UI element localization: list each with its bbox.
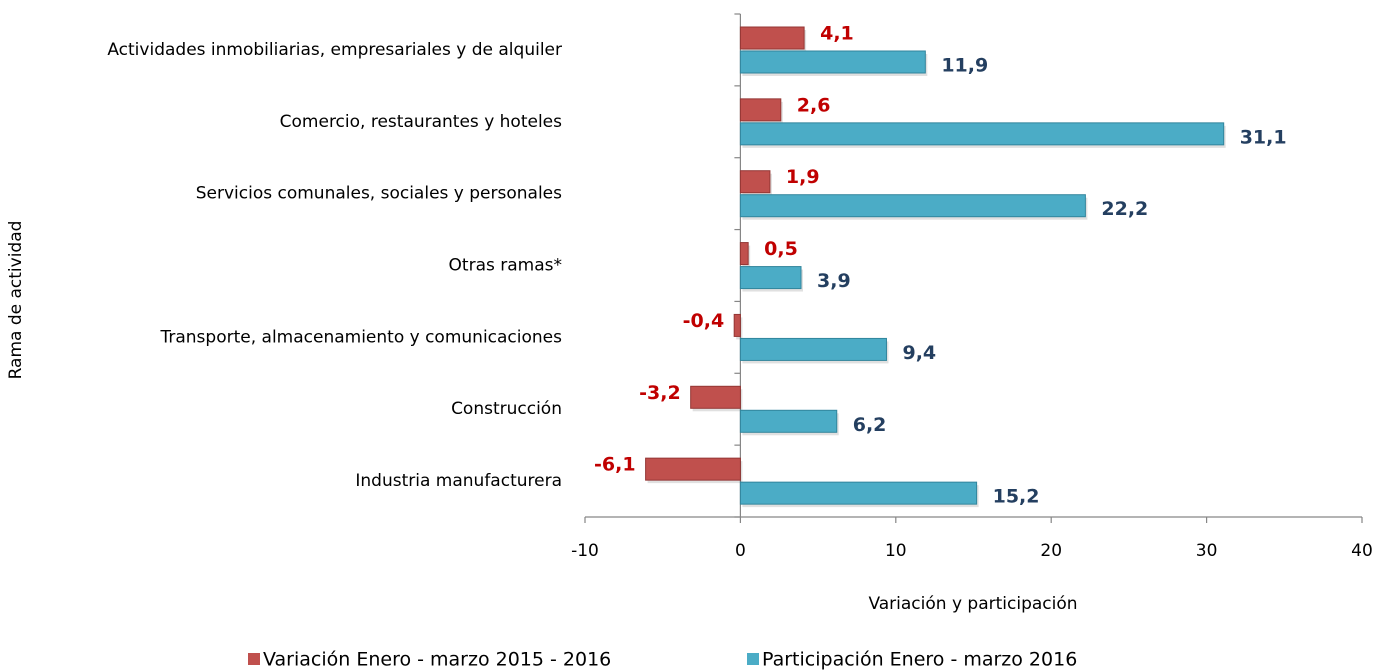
legend-swatch <box>747 653 759 665</box>
legend-label: Variación Enero - marzo 2015 - 2016 <box>263 649 611 671</box>
value-label: -6,1 <box>594 454 636 476</box>
x-tick-label: -10 <box>571 541 599 561</box>
y-axis-label: Rama de actividad <box>6 221 26 380</box>
value-label: 9,4 <box>902 342 936 364</box>
category-label: Otras ramas* <box>449 256 562 276</box>
value-label: 11,9 <box>941 55 988 77</box>
value-label: 1,9 <box>786 166 820 188</box>
value-label: 4,1 <box>820 23 854 45</box>
bar <box>739 26 805 50</box>
x-tick-label: 0 <box>735 541 746 561</box>
category-label: Construcción <box>451 399 562 419</box>
x-tick-label: 30 <box>1196 541 1218 561</box>
value-label: -0,4 <box>683 310 725 332</box>
value-label: 22,2 <box>1101 198 1148 220</box>
bar <box>739 98 782 122</box>
bar <box>739 481 978 505</box>
x-tick-label: 10 <box>885 541 907 561</box>
bar <box>739 409 838 433</box>
bar <box>739 50 926 74</box>
value-label: 3,9 <box>817 270 851 292</box>
x-axis-label: Variación y participación <box>868 594 1077 614</box>
value-label: 0,5 <box>764 238 798 260</box>
bar <box>645 457 741 481</box>
legend-label: Participación Enero - marzo 2016 <box>762 649 1077 671</box>
legend-swatch <box>248 653 260 665</box>
bar <box>690 385 741 409</box>
value-label: 15,2 <box>993 486 1040 508</box>
bar <box>739 242 749 266</box>
bar <box>739 170 771 194</box>
value-label: 6,2 <box>853 414 887 436</box>
x-tick-label: 20 <box>1040 541 1062 561</box>
category-label: Comercio, restaurantes y hoteles <box>280 112 562 132</box>
bar <box>739 194 1086 218</box>
x-tick-label: 40 <box>1351 541 1373 561</box>
category-label: Industria manufacturera <box>355 471 562 491</box>
bar <box>739 337 887 361</box>
bar <box>739 266 802 290</box>
value-label: -3,2 <box>639 382 681 404</box>
bar <box>739 122 1225 146</box>
bar <box>733 313 741 337</box>
category-label: Actividades inmobiliarias, empresariales… <box>107 40 562 60</box>
category-label: Servicios comunales, sociales y personal… <box>196 184 562 204</box>
category-label: Transporte, almacenamiento y comunicacio… <box>159 327 562 347</box>
value-label: 2,6 <box>797 94 831 116</box>
value-label: 31,1 <box>1240 126 1287 148</box>
